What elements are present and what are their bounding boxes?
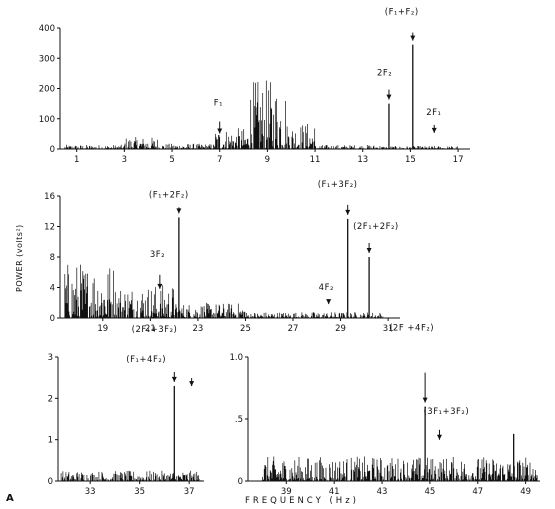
x-tick-label: 43 bbox=[377, 487, 388, 497]
panel-letter: A bbox=[6, 493, 14, 504]
x-tick-label: 45 bbox=[424, 487, 435, 497]
y-tick-label: 300 bbox=[39, 54, 55, 64]
spectrum-noise bbox=[60, 470, 202, 481]
x-tick-label: 27 bbox=[288, 324, 299, 334]
y-tick-label: 200 bbox=[39, 85, 55, 95]
x-tick-label: 29 bbox=[335, 324, 346, 334]
peak-arrowhead bbox=[431, 127, 437, 133]
x-tick-label: 13 bbox=[357, 155, 368, 165]
peak-arrowhead bbox=[326, 299, 332, 305]
peak-label: (3F₁+3F₂) bbox=[423, 407, 469, 417]
y-tick-label: 0 bbox=[238, 477, 243, 487]
x-tick-label: 41 bbox=[329, 487, 340, 497]
x-tick-label: 23 bbox=[192, 324, 203, 334]
x-tick-label: 37 bbox=[184, 487, 195, 497]
x-tick-label: 33 bbox=[85, 487, 96, 497]
peak-arrowhead bbox=[422, 397, 428, 403]
y-axis-label: POWER (volts²) bbox=[15, 224, 24, 292]
peak-label: 4F₂ bbox=[319, 283, 334, 293]
y-tick-label: 0 bbox=[50, 314, 55, 324]
spectrum-noise bbox=[64, 264, 384, 318]
x-tick-label: 19 bbox=[97, 324, 108, 334]
y-tick-label: 4 bbox=[50, 284, 55, 294]
peak-arrowhead bbox=[176, 208, 182, 214]
peak-arrowhead bbox=[386, 94, 392, 100]
x-axis-label: FREQUENCY (Hz) bbox=[245, 496, 359, 506]
peak-label: F₁ bbox=[214, 99, 223, 109]
peak-label: 2F₂ bbox=[377, 69, 392, 79]
y-tick-label: 400 bbox=[39, 24, 55, 34]
peak-arrowhead bbox=[436, 434, 442, 440]
y-tick-label: 8 bbox=[50, 253, 55, 263]
x-tick-label: 9 bbox=[265, 155, 270, 165]
peak-label: (2F₁+2F₂) bbox=[353, 222, 399, 232]
y-tick-label: 100 bbox=[39, 115, 55, 125]
peak-label: (F₁+4F₂) bbox=[126, 355, 166, 365]
x-tick-label: 17 bbox=[453, 155, 464, 165]
spectrum-noise bbox=[64, 80, 459, 149]
x-tick-label: 21 bbox=[145, 324, 156, 334]
panel-top: 1 3 5 7 9 11 13 15 170100200300400F₁2F₂(F₁+F₂)2F… bbox=[39, 8, 470, 165]
peak-label: (2F +4F₂) bbox=[389, 324, 434, 334]
y-tick-label: 0 bbox=[50, 145, 55, 155]
x-tick-label: 47 bbox=[472, 487, 483, 497]
y-tick-label: 3 bbox=[48, 353, 53, 363]
x-tick-label: 49 bbox=[520, 487, 531, 497]
peak-arrowhead bbox=[366, 248, 372, 253]
peak-arrowhead bbox=[189, 381, 195, 387]
peak-label: (2F₁+3F₂) bbox=[132, 325, 178, 335]
peak-arrowhead bbox=[171, 376, 177, 382]
peak-label: 2F₁ bbox=[426, 108, 441, 118]
x-tick-label: 25 bbox=[240, 324, 251, 334]
x-tick-label: 11 bbox=[310, 155, 321, 165]
x-tick-label: 15 bbox=[405, 155, 416, 165]
panel-bottom-right: 39 41 43 45 47 49 0 .5 1.0 (2F +4F₂) (3F₁+3F₂) bbox=[229, 324, 540, 497]
y-tick-label: 12 bbox=[44, 223, 55, 233]
peak-arrowhead bbox=[410, 35, 416, 41]
x-tick-label: 39 bbox=[281, 487, 292, 497]
panel-middle: 19 21 23 25 27 29 31 0 4 8 12 16 3F₂ (F₁+2F₂) 4F₂ (F₁+3… bbox=[44, 180, 400, 334]
y-tick-label: 1 bbox=[48, 436, 53, 446]
x-tick-label: 3 bbox=[122, 155, 127, 165]
x-tick-label: 35 bbox=[134, 487, 145, 497]
x-tick-label: 5 bbox=[169, 155, 174, 165]
x-tick-label: 1 bbox=[74, 155, 79, 165]
y-tick-label: .5 bbox=[235, 415, 243, 425]
peak-arrowhead bbox=[157, 283, 163, 289]
spectrum-noise bbox=[262, 456, 538, 481]
peak-label: 3F₂ bbox=[150, 250, 165, 260]
x-tick-label: 31 bbox=[383, 324, 394, 334]
y-tick-label: 0 bbox=[48, 477, 53, 487]
y-tick-label: 2 bbox=[48, 394, 53, 404]
peak-arrowhead bbox=[345, 209, 351, 215]
y-tick-label: 1.0 bbox=[229, 353, 243, 363]
peak-label: (F₁+3F₂) bbox=[318, 180, 358, 190]
x-tick-label: 7 bbox=[217, 155, 222, 165]
peak-label: (F₁+2F₂) bbox=[149, 190, 189, 200]
peak-arrowhead bbox=[217, 128, 223, 134]
y-tick-label: 16 bbox=[44, 192, 55, 202]
peak-label: (F₁+F₂) bbox=[385, 8, 419, 18]
